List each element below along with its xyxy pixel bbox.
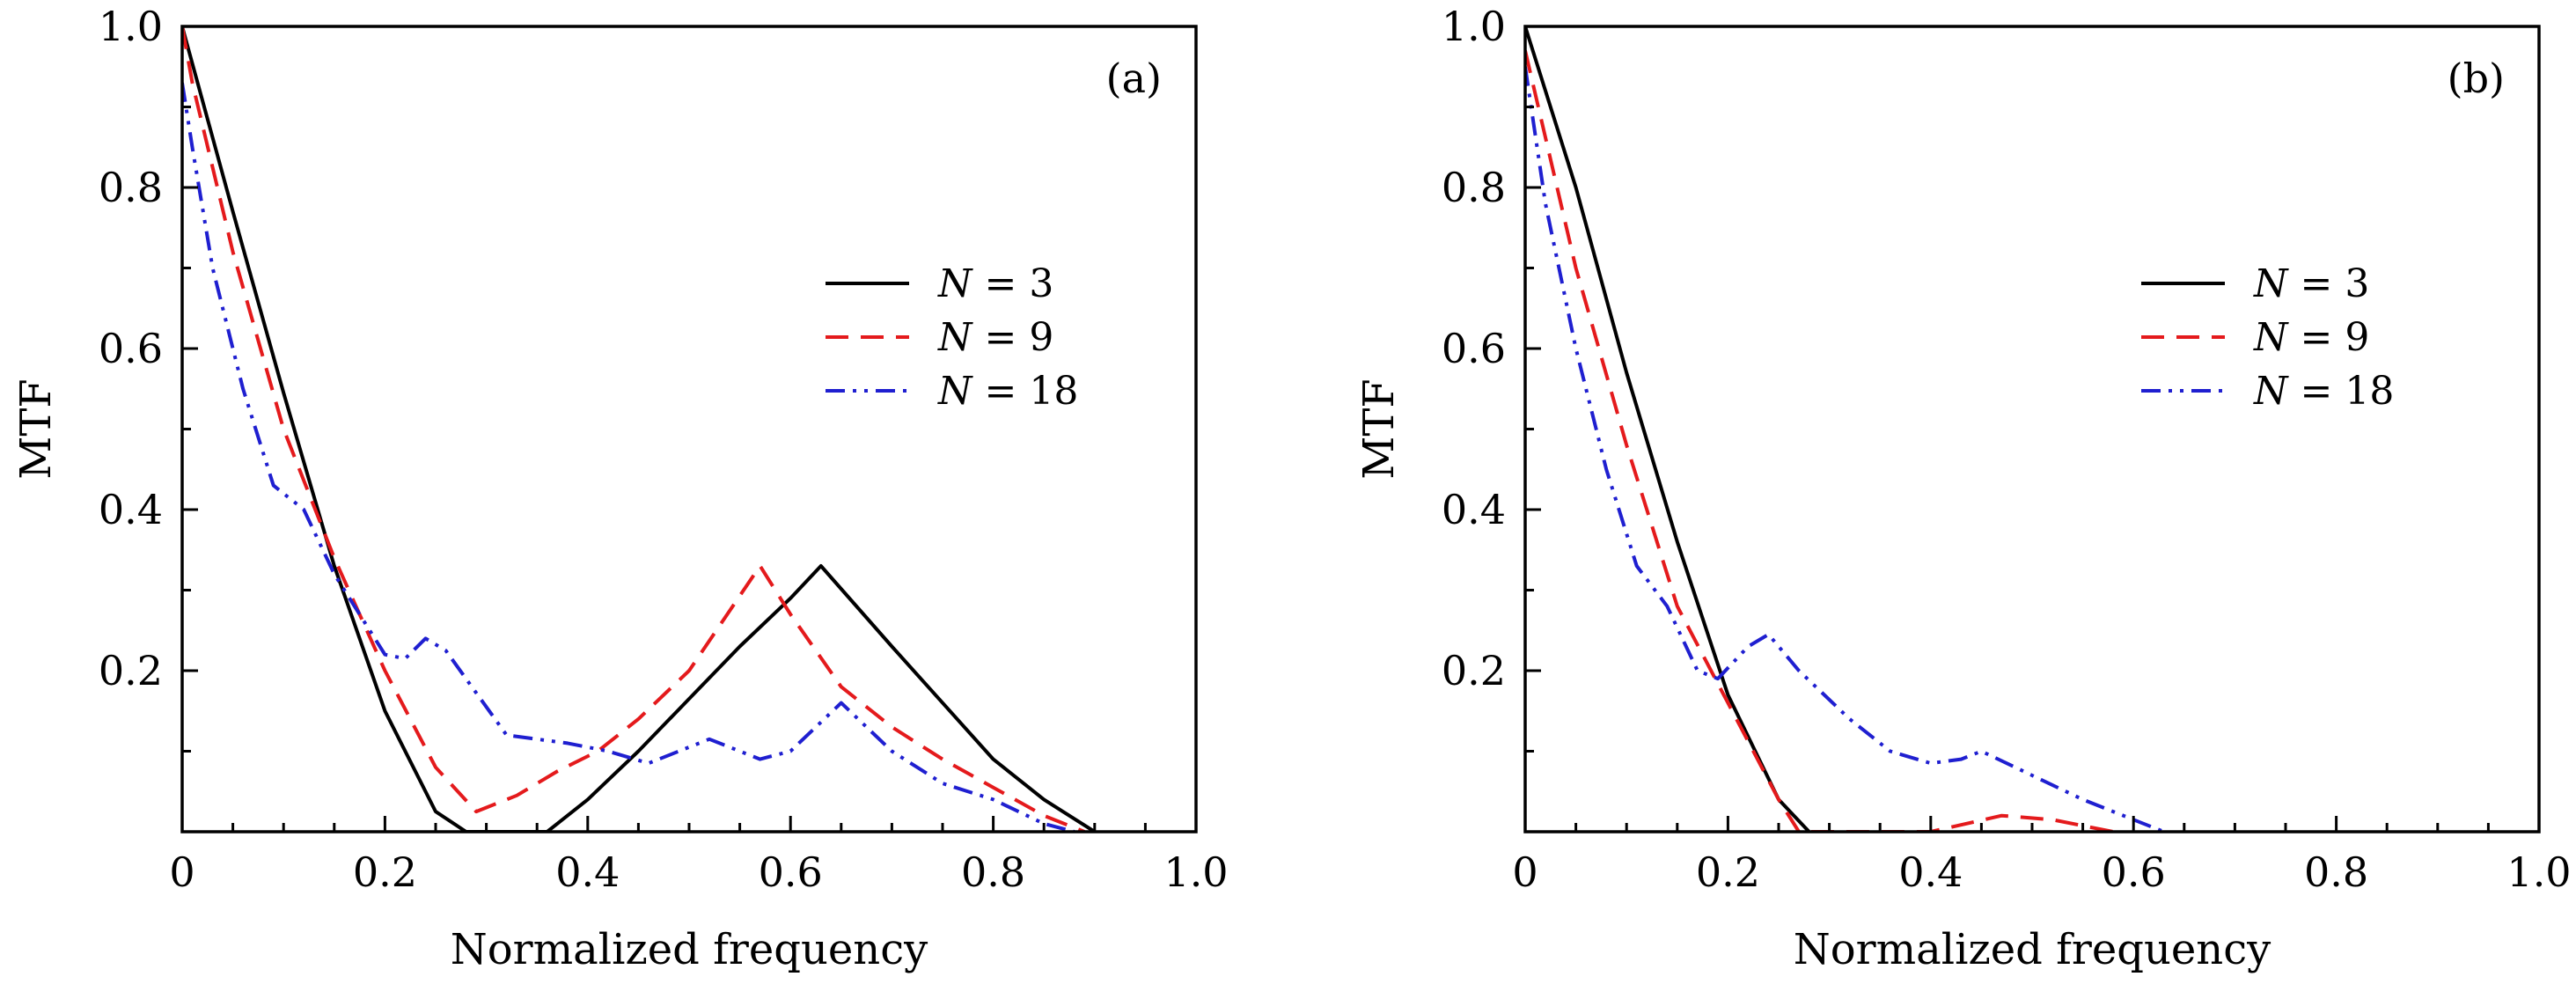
x-tick-label: 0.8 [961, 848, 1025, 896]
x-tick-label: 1.0 [1163, 848, 1228, 896]
y-axis-label: MTF [11, 378, 61, 479]
x-tick-label: 0.6 [759, 848, 823, 896]
series-line-n9 [1525, 50, 2114, 832]
x-axis-label: Normalized frequency [1794, 925, 2271, 974]
legend-label-n9: N = 9 [937, 315, 1053, 360]
series-line-n18 [1525, 66, 2165, 832]
y-tick-label: 0.6 [99, 325, 163, 372]
legend-label-n18: N = 18 [937, 369, 1078, 414]
series-line-n18 [182, 82, 1075, 832]
series-line-n3 [1525, 26, 1811, 832]
series-line-n3 [182, 26, 1096, 832]
panel-label: (b) [2448, 55, 2505, 102]
y-tick-label: 0.4 [1442, 486, 1506, 533]
y-tick-label: 1.0 [1442, 3, 1506, 50]
x-tick-label: 0.4 [1898, 848, 1963, 896]
x-tick-label: 0 [169, 848, 194, 896]
legend-label-n3: N = 3 [937, 261, 1053, 306]
x-tick-label: 0.4 [555, 848, 620, 896]
series-group [1525, 26, 2165, 832]
x-tick-label: 0 [1512, 848, 1538, 896]
x-axis-label: Normalized frequency [451, 925, 928, 974]
x-tick-label: 0.2 [353, 848, 417, 896]
x-tick-label: 0.8 [2304, 848, 2368, 896]
x-tick-label: 1.0 [2506, 848, 2571, 896]
chart-panel-a: 0 0.2 0.4 0.6 0.8 1.0 0.2 0.4 0.6 0.8 1.0 Normalize… [11, 3, 1229, 974]
plot-frame [180, 25, 1198, 833]
legend-label-n9: N = 9 [2253, 315, 2369, 360]
series-line-n9 [182, 26, 1086, 832]
plot-frame [1523, 25, 2541, 833]
panel-label: (a) [1106, 55, 1162, 102]
x-tick-label: 0.2 [1696, 848, 1760, 896]
legend: N = 3 N = 9 N = 18 [2141, 261, 2394, 414]
legend-label-n3: N = 3 [2253, 261, 2369, 306]
chart-panel-b: 0 0.2 0.4 0.6 0.8 1.0 0.2 0.4 0.6 0.8 1.0 Normalize… [1354, 3, 2572, 974]
y-tick-label: 0.2 [1442, 647, 1506, 694]
y-tick-label: 0.8 [99, 164, 163, 211]
y-tick-label: 0.8 [1442, 164, 1506, 211]
y-tick-label: 0.2 [99, 647, 163, 694]
y-tick-label: 0.6 [1442, 325, 1506, 372]
x-tick-label: 0.6 [2102, 848, 2166, 896]
legend-label-n18: N = 18 [2253, 369, 2394, 414]
legend: N = 3 N = 9 N = 18 [826, 261, 1078, 414]
y-tick-label: 1.0 [99, 3, 163, 50]
series-group [182, 26, 1096, 832]
y-axis-label: MTF [1354, 378, 1404, 479]
y-tick-label: 0.4 [99, 486, 163, 533]
